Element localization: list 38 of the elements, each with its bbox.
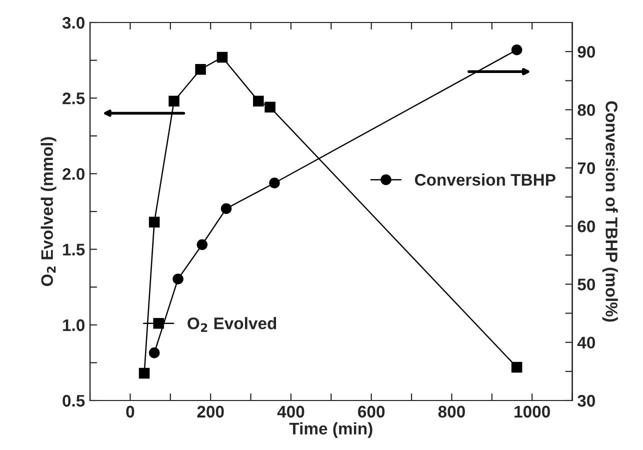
- y2-tick-label: 70: [578, 162, 595, 174]
- x-tick-label: 0: [126, 406, 134, 418]
- point: [253, 96, 264, 107]
- y-tick-label: 1.5: [63, 244, 85, 256]
- point: [148, 347, 160, 358]
- point: [264, 102, 276, 113]
- y-tick-label: 2.5: [62, 92, 85, 104]
- point: [269, 178, 280, 188]
- y2-axis-title: Conversion of TBHP (mol%): [602, 101, 618, 322]
- y-axis-title: O$_{2}$ Evolved (mmol): [40, 137, 56, 286]
- y2-tick-label: 90: [578, 46, 595, 58]
- point: [511, 44, 522, 56]
- y2-tick-label: 30: [578, 394, 595, 407]
- point: [138, 368, 150, 379]
- x-tick-label: 200: [197, 406, 224, 418]
- y-tick-label: 2.0: [62, 168, 84, 180]
- point: [216, 52, 228, 63]
- x-tick-label: 600: [358, 406, 385, 418]
- y2-tick-label: 80: [578, 104, 595, 116]
- legend-label: O$_{2}$ Evolved: [188, 317, 276, 332]
- point: [168, 96, 180, 107]
- point: [172, 274, 184, 284]
- point: [220, 203, 232, 214]
- y-tick-label: 1.0: [63, 319, 84, 332]
- point: [196, 239, 208, 250]
- x-tick-label: 800: [438, 406, 465, 418]
- y2-tick-label: 60: [578, 220, 595, 232]
- point: [511, 362, 522, 373]
- y-tick-label: 3.0: [62, 16, 84, 29]
- x-tick-label: 1000: [514, 406, 550, 418]
- y-tick-label: 0.5: [62, 394, 85, 407]
- point: [195, 64, 206, 75]
- point: [148, 216, 160, 228]
- legend-label: Conversion TBHP: [414, 173, 556, 186]
- y2-tick-label: 50: [578, 278, 595, 290]
- x-axis-title: Time (min): [289, 422, 372, 438]
- y2-tick-label: 40: [577, 336, 595, 349]
- x-tick-label: 400: [277, 406, 304, 418]
